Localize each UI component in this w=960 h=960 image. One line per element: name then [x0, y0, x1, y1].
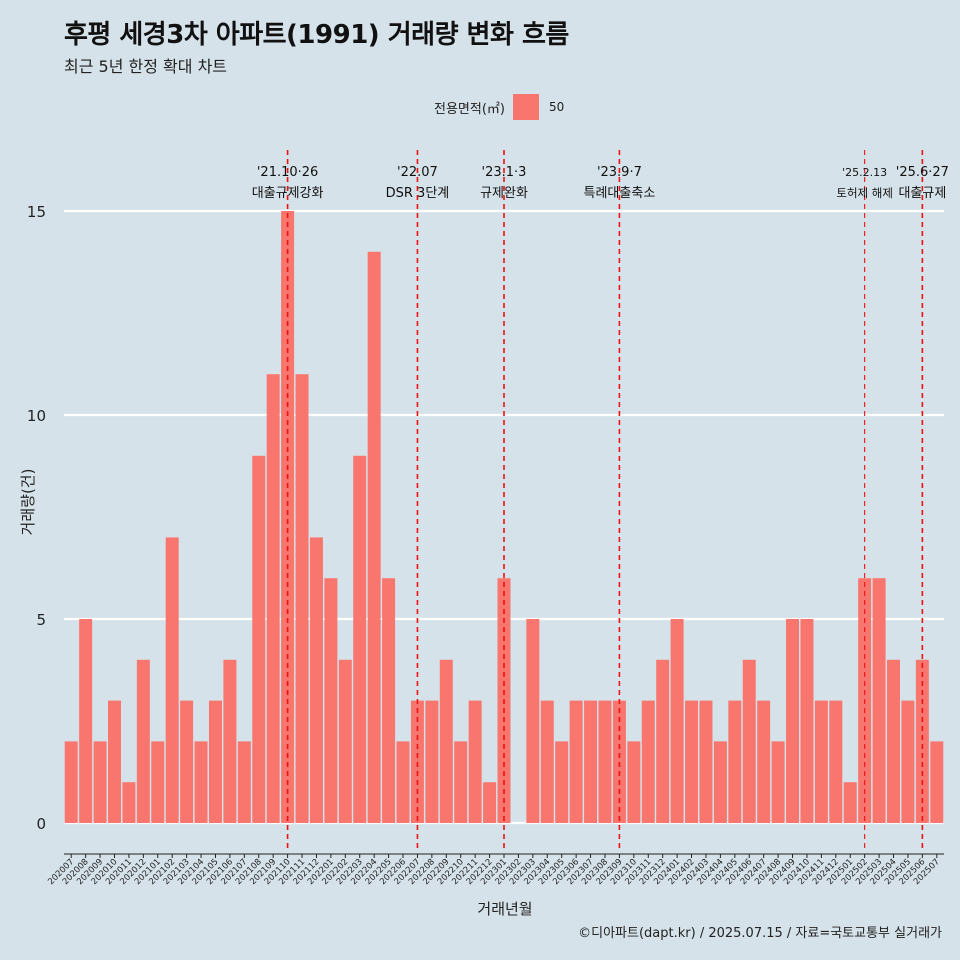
event-date: '23.1·3 — [482, 165, 527, 180]
y-tick-label: 15 — [27, 203, 46, 221]
bar — [699, 700, 713, 823]
bar — [439, 659, 453, 823]
x-axis-title: 거래년월 — [477, 900, 532, 918]
bar — [108, 700, 121, 823]
bar — [208, 700, 222, 823]
bar — [598, 700, 612, 823]
bar — [843, 782, 857, 823]
bar — [930, 741, 944, 823]
bar — [79, 619, 93, 823]
x-axis: 2020072020082020092020102020112020122021… — [46, 853, 944, 887]
event-lines — [286, 150, 924, 852]
bar — [165, 537, 179, 823]
bar — [814, 700, 828, 823]
bar — [468, 700, 482, 823]
bar — [829, 700, 843, 823]
bar — [569, 700, 583, 823]
event-date: '25.6·27 — [896, 165, 949, 180]
bar — [656, 659, 670, 823]
bar — [641, 700, 655, 823]
chart-title: 후평 세경3차 아파트(1991) 거래량 변화 흐름 — [64, 20, 569, 50]
bar — [367, 251, 381, 824]
bar — [670, 619, 684, 823]
legend-swatch — [512, 94, 539, 120]
bar — [396, 741, 410, 823]
bar — [728, 700, 742, 823]
bar — [757, 700, 771, 823]
event-date: '21.10·26 — [257, 165, 318, 180]
event-date: '22.07 — [397, 165, 438, 180]
bar — [483, 782, 497, 823]
bar — [252, 455, 266, 823]
bar — [180, 700, 194, 823]
bar — [122, 782, 136, 823]
bar — [281, 211, 295, 823]
bar — [540, 700, 554, 823]
bar — [915, 659, 929, 823]
bar — [338, 659, 352, 823]
event-label: 규제완화 — [480, 186, 528, 201]
bar — [194, 741, 208, 823]
y-axis: 0 5 10 15 — [27, 203, 46, 833]
y-tick-label: 10 — [27, 407, 46, 425]
bar — [771, 741, 785, 823]
bar — [64, 741, 78, 823]
bar — [136, 659, 150, 823]
bar — [713, 741, 727, 823]
bar — [872, 578, 886, 823]
bars — [64, 211, 944, 824]
source-caption: ©디아파트(dapt.kr) / 2025.07.15 / 자료=국토교통부 실… — [578, 926, 942, 941]
bar — [526, 619, 540, 823]
legend: 전용면적(㎡) 50 — [434, 93, 564, 121]
event-date: '23.9·7 — [597, 165, 642, 180]
bar — [800, 619, 814, 823]
bar — [151, 741, 165, 823]
bar — [685, 700, 699, 823]
event-label: DSR 3단계 — [386, 186, 450, 201]
bar — [584, 700, 598, 823]
bar — [382, 578, 396, 823]
bar — [324, 578, 338, 823]
y-tick-label: 5 — [36, 611, 46, 629]
bar — [627, 741, 641, 823]
event-annotations: '21.10·26 대출규제강화 '22.07 DSR 3단계 '23.1·3 규제완화 '… — [252, 165, 949, 201]
bar — [309, 537, 323, 823]
bar — [454, 741, 468, 823]
bar — [295, 374, 309, 823]
bar — [93, 741, 107, 823]
legend-label: 50 — [548, 100, 565, 114]
event-date: '25.2.13 — [842, 166, 887, 179]
event-label: 특례대출축소 — [584, 186, 656, 201]
bar — [266, 374, 280, 823]
bar — [612, 700, 626, 823]
bar — [237, 741, 251, 823]
bar — [786, 619, 800, 823]
event-label: 대출규제강화 — [252, 186, 324, 201]
event-label: 토허제 해제 — [836, 186, 893, 200]
bar — [901, 700, 915, 823]
bar — [742, 659, 756, 823]
y-tick-label: 0 — [36, 815, 46, 833]
y-axis-title: 거래량(건) — [19, 469, 37, 536]
bar — [223, 659, 237, 823]
event-label: 대출규제 — [898, 186, 946, 201]
bar — [425, 700, 439, 823]
bar — [410, 700, 424, 823]
bar — [353, 455, 367, 823]
chart-subtitle: 최근 5년 한정 확대 차트 — [64, 57, 228, 76]
legend-title: 전용면적(㎡) — [434, 101, 505, 117]
bar — [887, 659, 900, 823]
bar — [555, 741, 569, 823]
